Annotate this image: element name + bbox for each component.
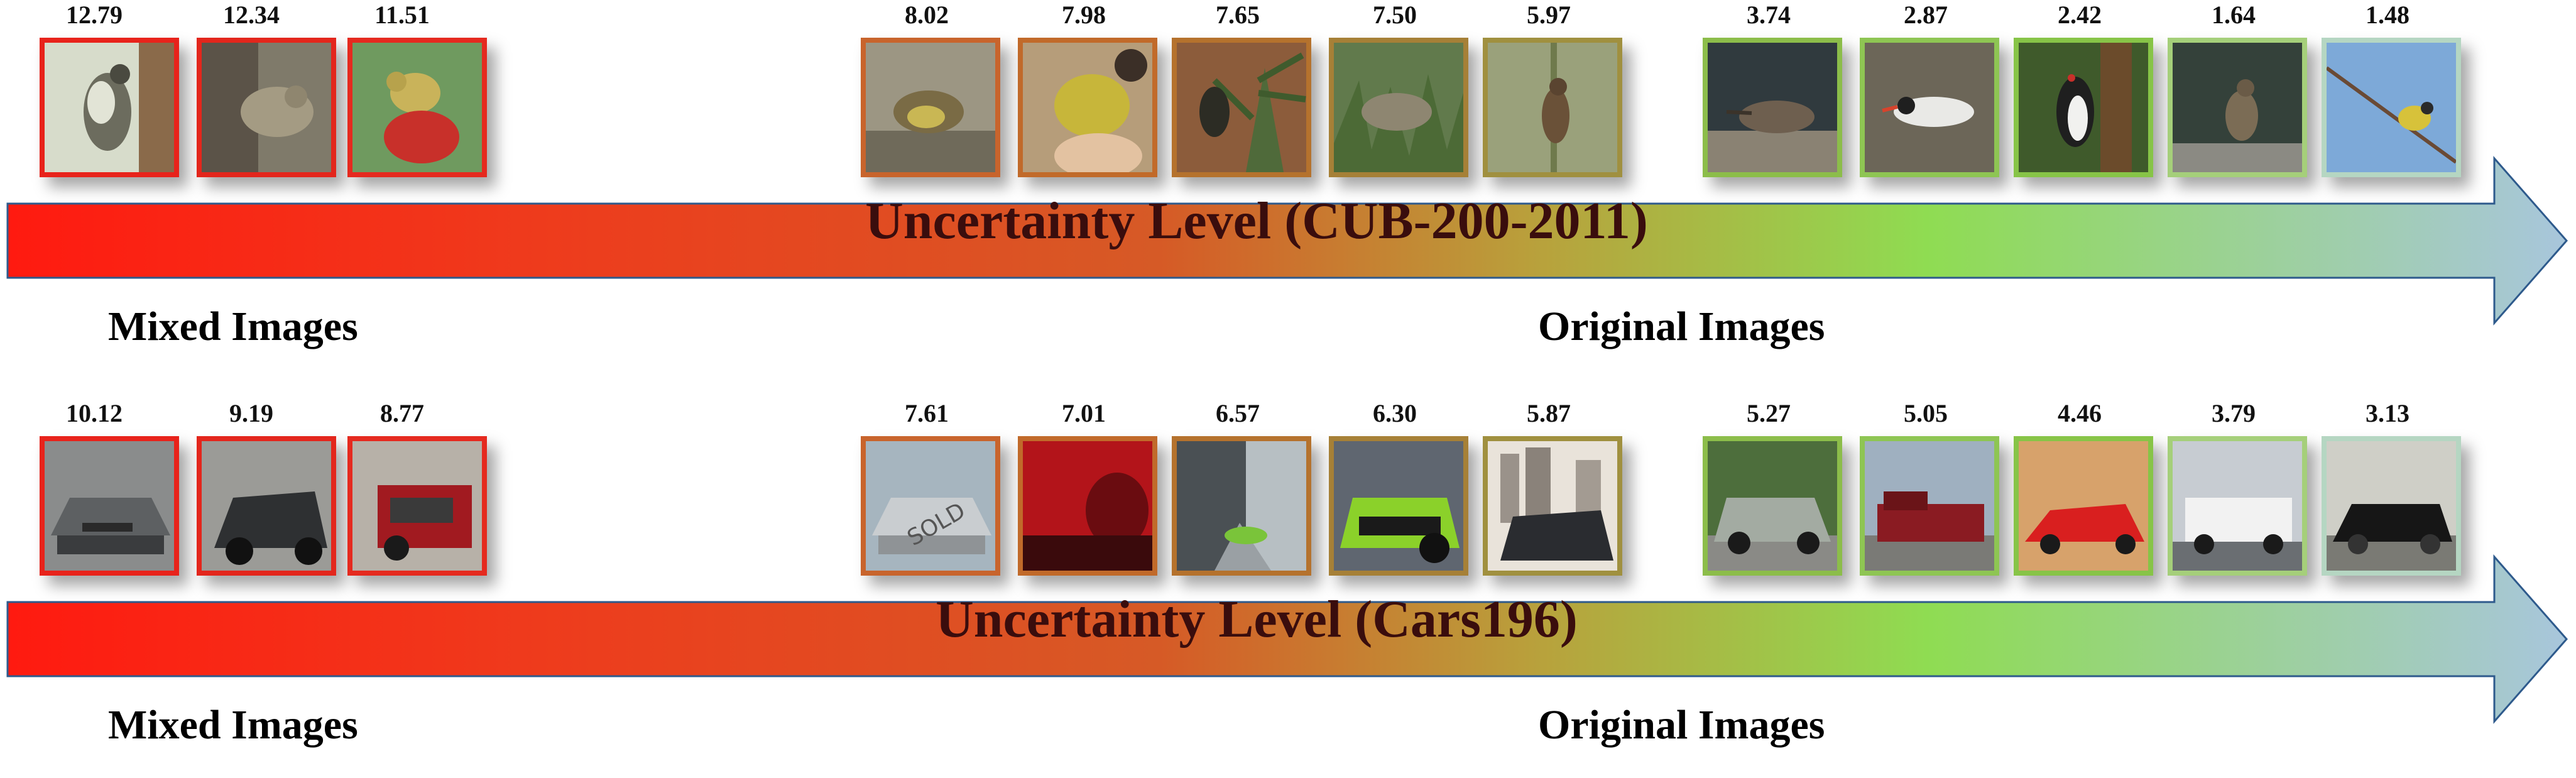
score-label: 2.42 (2058, 1, 2102, 29)
score-label: 6.57 (1216, 399, 1260, 427)
mixed-images-label: Mixed Images (108, 304, 358, 349)
thumbnail-mixed-hatchback (197, 436, 336, 576)
score-label: 1.64 (2212, 1, 2256, 29)
score-label: 5.87 (1527, 399, 1571, 427)
score-label: 3.13 (2366, 399, 2410, 427)
thumbnail-white-van (2168, 436, 2307, 576)
thumbnail-suv-city-backdrop (1483, 436, 1622, 576)
thumbnail-mixed-sedan (40, 436, 179, 576)
thumbnail-yellow-warbler-in-hand (1018, 38, 1157, 177)
thumbnail-woodpecker-in-pine (1172, 38, 1311, 177)
score-label: 5.27 (1747, 399, 1791, 427)
thumbnail-tern-on-sand (1860, 38, 1999, 177)
score-label: 7.65 (1216, 1, 1260, 29)
score-label: 7.98 (1062, 1, 1106, 29)
thumbnail-wren-on-reed (1483, 38, 1622, 177)
thumbnail-silver-green-suv (1703, 436, 1842, 576)
score-label: 4.46 (2058, 399, 2102, 427)
score-label: 10.12 (66, 399, 123, 427)
thumbnail-silver-car-sold-sign: SOLD (861, 436, 1000, 576)
thumbnail-mixed-red-jeep (347, 436, 487, 576)
original-images-label: Original Images (1538, 702, 1825, 748)
score-label: 11.51 (374, 1, 430, 29)
score-label: 12.34 (223, 1, 280, 29)
thumbnail-woodpecker-on-trunk (40, 38, 179, 177)
score-label: 6.30 (1373, 399, 1417, 427)
score-label: 7.50 (1373, 1, 1417, 29)
thumbnail-mixed-sparrow (197, 38, 336, 177)
thumbnail-green-car-advert (1172, 436, 1311, 576)
thumbnail-goldfinch-on-branch (2322, 38, 2461, 177)
score-label: 7.61 (905, 399, 949, 427)
original-images-label: Original Images (1538, 304, 1825, 349)
score-label: 12.79 (66, 1, 123, 29)
thumbnail-red-pickup-truck (1860, 436, 1999, 576)
uncertainty-arrow-shape (6, 156, 2568, 326)
thumbnail-red-and-yellow-bird (347, 38, 487, 177)
arrow-title: Uncertainty Level (Cars196) (936, 590, 1578, 649)
thumbnail-songbird-on-rock (2168, 38, 2307, 177)
thumbnail-sandpiper-on-pebbles (1703, 38, 1842, 177)
score-label: 5.97 (1527, 1, 1571, 29)
uncertainty-arrow (0, 151, 2576, 333)
score-label: 5.05 (1904, 399, 1948, 427)
score-label: 7.01 (1062, 399, 1106, 427)
thumbnail-bird-in-grass (1329, 38, 1468, 177)
arrow-title: Uncertainty Level (CUB-200-2011) (865, 192, 1648, 250)
thumbnail-green-sports-car-rear (1329, 436, 1468, 576)
thumbnail-red-car-taillight (1018, 436, 1157, 576)
cub-row: 12.79 12.34 11.51 8.02 7.98 7.65 7.50 5.… (0, 0, 2576, 380)
thumbnail-finch-on-ground (861, 38, 1000, 177)
mixed-images-label: Mixed Images (108, 702, 358, 748)
score-label: 3.79 (2212, 399, 2256, 427)
uncertainty-arrow-shape (6, 554, 2568, 724)
score-label: 9.19 (229, 399, 273, 427)
cars-row: 10.12 9.19 8.77 7.61 7.01 6.57 6.30 5.87… (0, 398, 2576, 778)
thumbnail-woodpecker-on-feeder (2014, 38, 2153, 177)
score-label: 2.87 (1904, 1, 1948, 29)
thumbnail-red-ferrari (2014, 436, 2153, 576)
score-label: 3.74 (1747, 1, 1791, 29)
thumbnail-black-mustang (2322, 436, 2461, 576)
score-label: 8.02 (905, 1, 949, 29)
score-label: 1.48 (2366, 1, 2410, 29)
uncertainty-arrow (0, 549, 2576, 731)
score-label: 8.77 (380, 399, 424, 427)
